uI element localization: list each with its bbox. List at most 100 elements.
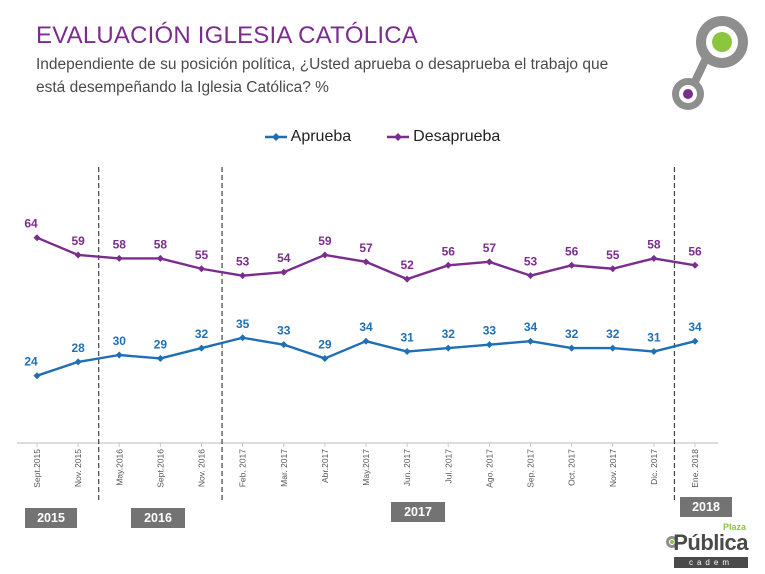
data-label: 58 [647,237,661,251]
data-label: 55 [195,248,209,262]
x-tick-label: Sept.2015 [32,449,42,488]
brand-name-text: Pública [673,530,748,555]
x-tick-label: May.2017 [361,449,371,486]
plaza-publica-logo: Plaza Pública cadem [660,522,756,568]
year-badge-2016: 2016 [131,508,185,528]
data-point [691,261,699,269]
data-label: 32 [606,327,620,341]
data-point [156,354,164,362]
data-point [362,258,370,266]
data-label: 59 [71,234,85,248]
data-point [239,334,247,342]
data-label: 57 [483,241,497,255]
year-badge-2018: 2018 [680,497,732,517]
data-point [527,272,534,280]
data-point [568,344,576,352]
data-point [239,272,247,280]
brand-dot-inner-icon [670,540,674,544]
data-label: 32 [195,327,209,341]
legend-item-desaprueba: Desaprueba [387,128,500,146]
data-label: 31 [400,331,414,345]
data-label: 56 [688,244,702,258]
data-point [444,344,452,352]
data-label: 29 [318,337,332,351]
data-point [527,337,534,345]
x-tick-label: Dic. 2017 [649,449,659,485]
data-point [198,344,205,352]
cadem-logo-icon [672,16,748,110]
x-tick-label: Nov. 2016 [197,449,207,487]
data-point [485,258,493,266]
data-label: 54 [277,251,291,265]
data-point [485,341,493,349]
x-tick-label: Sep. 2017 [526,449,536,488]
data-point [568,261,576,269]
x-tick-label: Mar. 2017 [279,449,289,487]
data-point [444,261,452,269]
data-label: 55 [606,248,620,262]
data-point [280,268,288,276]
data-point [609,265,617,273]
data-label: 56 [442,244,456,258]
data-label: 52 [400,258,414,272]
data-point [198,265,205,273]
data-point [362,337,370,345]
data-label: 53 [236,255,250,269]
data-label: 24 [24,355,38,369]
x-tick-label: Abr.2017 [320,449,330,483]
x-tick-label: Nov. 2015 [73,449,83,487]
x-tick-label: Nov. 2017 [608,449,618,487]
data-point [321,354,329,362]
legend-swatch-desaprueba [387,133,410,141]
data-label: 32 [565,327,579,341]
data-point [321,251,329,259]
data-point [280,341,288,349]
x-tick-label: Feb. 2017 [238,449,248,488]
data-label: 58 [113,237,127,251]
page-subtitle: Independiente de su posición política, ¿… [36,56,609,96]
year-badge-2017: 2017 [391,502,445,522]
data-label: 58 [154,237,168,251]
x-tick-label: Jun. 2017 [402,449,412,487]
data-label: 31 [647,331,661,345]
data-point [609,344,617,352]
data-label: 59 [318,234,332,248]
page-title: EVALUACIÓN IGLESIA CATÓLICA [36,22,418,49]
brand-dot-icon [666,536,678,548]
legend-swatch-aprueba [264,133,287,141]
data-label: 33 [483,324,497,338]
data-label: 35 [236,317,250,331]
data-point [74,251,82,259]
data-label: 34 [524,320,538,334]
data-label: 64 [24,217,38,231]
legend-item-aprueba: Aprueba [264,128,351,146]
data-point [650,348,658,356]
data-point [74,358,82,366]
x-tick-label: Ene. 2018 [690,449,700,488]
x-tick-label: May.2016 [114,449,124,486]
legend-label-desaprueba: Desaprueba [413,128,501,145]
x-tick-label: Oct. 2017 [567,449,577,486]
data-label: 29 [154,337,168,351]
x-tick-label: Jul. 2017 [443,449,453,484]
data-point [115,254,123,262]
data-point [691,337,699,345]
data-point [33,234,41,242]
data-label: 53 [524,255,538,269]
data-point [650,254,658,262]
data-point [156,254,164,262]
data-label: 57 [359,241,373,255]
year-badge-2015: 2015 [25,508,77,528]
x-tick-label: Ago. 2017 [484,449,494,488]
data-label: 28 [71,341,85,355]
brand-cadem-text: cadem [674,557,748,568]
brand-plaza-text: Plaza [722,522,746,532]
data-label: 30 [113,334,127,348]
data-label: 34 [359,320,373,334]
x-tick-label: Sept.2016 [155,449,165,488]
data-label: 34 [688,320,702,334]
data-point [115,351,123,359]
chart-legend: Aprueba Desaprueba [0,128,765,146]
data-label: 56 [565,244,579,258]
